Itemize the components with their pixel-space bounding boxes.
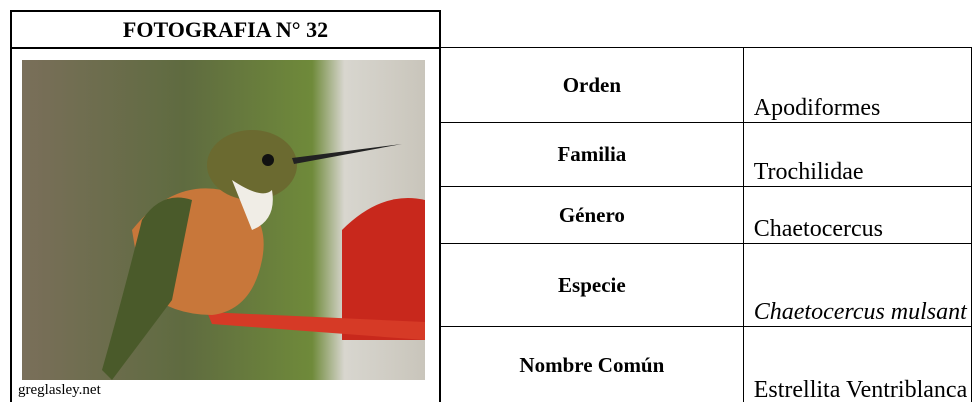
row-label: Nombre Común	[440, 326, 744, 402]
row-label: Especie	[440, 243, 744, 327]
row-label: Género	[440, 186, 744, 244]
row-value: Chaetocercus mulsant	[742, 243, 972, 327]
row-value: Trochilidae	[742, 122, 972, 187]
row-label: Familia	[440, 122, 744, 187]
row-value: Chaetocercus	[742, 186, 972, 244]
photo-credit: greglasley.net	[18, 382, 101, 398]
taxonomy-table: Orden Apodiformes Familia Trochilidae Géne…	[440, 47, 972, 402]
row-label: Orden	[440, 47, 744, 123]
title: FOTOGRAFIA N° 32	[10, 10, 441, 49]
photo	[22, 60, 425, 380]
photo-cell	[10, 47, 441, 402]
row-value: Estrellita Ventriblanca	[742, 326, 972, 402]
row-value: Apodiformes	[742, 47, 972, 123]
